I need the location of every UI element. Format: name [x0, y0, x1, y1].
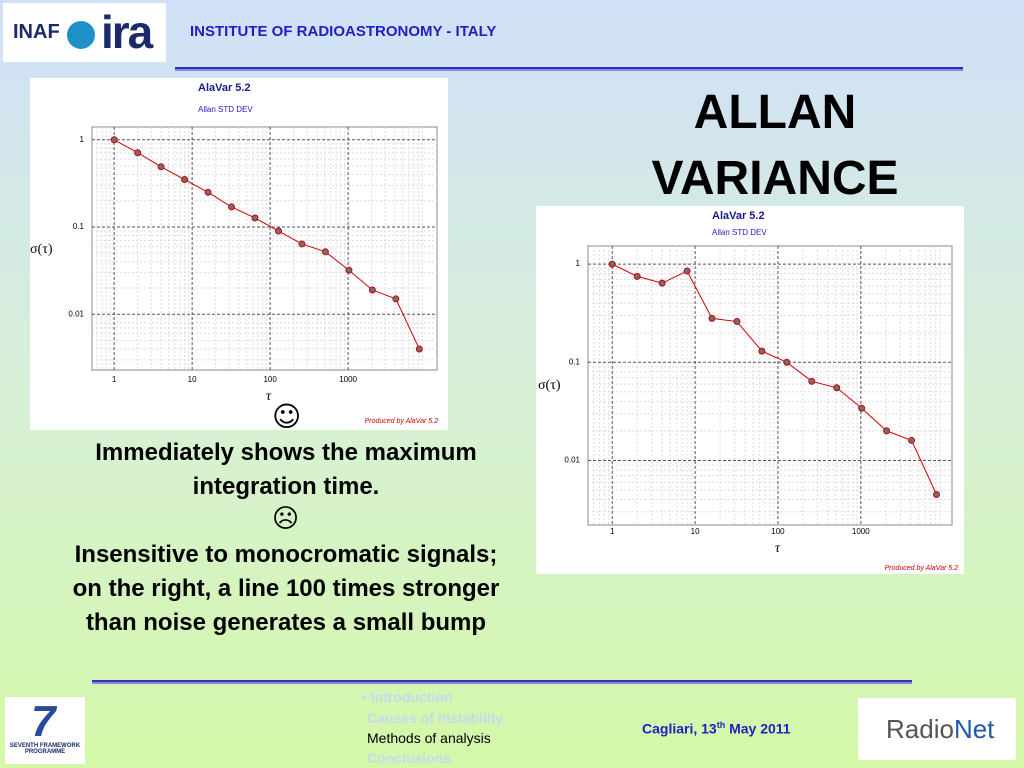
point [251, 214, 259, 222]
point [733, 318, 741, 326]
fp7-box: 7 SEVENTH FRAMEWORK PROGRAMME [5, 697, 85, 764]
fp7-text: SEVENTH FRAMEWORK PROGRAMME [9, 743, 81, 755]
y-tick-label: 1 [80, 135, 85, 144]
series-line [612, 263, 937, 495]
point [110, 136, 118, 144]
smile: ☺ [272, 400, 302, 433]
point [758, 347, 766, 355]
title-line: ALLAN [693, 86, 857, 139]
point [783, 358, 791, 366]
plot-area [91, 126, 438, 371]
top-rule [175, 67, 963, 71]
point [204, 188, 212, 196]
x-axis-label: τ [775, 541, 781, 556]
frown: ☹ [272, 504, 300, 534]
x-tick-label: 1000 [852, 527, 870, 536]
point [228, 203, 236, 211]
nav-item[interactable]: Causes of Instability [367, 710, 504, 726]
point [321, 248, 329, 256]
y-tick-label: 0.01 [564, 456, 580, 465]
point [392, 295, 400, 303]
point [683, 267, 691, 275]
point [833, 384, 841, 392]
logo-ira: ira [101, 6, 153, 58]
point [633, 272, 641, 280]
date: Cagliari, 13th May 2011 [642, 720, 791, 737]
chart-title: AlaVar 5.2 [198, 82, 251, 94]
y-tick-label: 0.1 [73, 222, 85, 231]
date-sup: th [716, 720, 726, 730]
credit: Produced by AlaVar 5.2 [885, 565, 959, 572]
credit: Produced by AlaVar 5.2 [365, 418, 439, 425]
nav-item[interactable]: • Introduction [362, 689, 453, 705]
point [181, 176, 189, 184]
chart: AlaVar 5.2 Allan STD DEV 1 10 100 1000 1 0.1 0.0… [536, 206, 964, 574]
logo-box: INAF ira [3, 3, 166, 62]
text-1: Immediately shows the maximum integratio… [95, 439, 477, 500]
radionet-logo: RadioNet [886, 714, 994, 745]
radionet-a: Radio [886, 714, 954, 744]
x-tick-label: 1 [610, 527, 615, 536]
x-tick-label: 100 [771, 527, 785, 536]
y-tick-label: 1 [576, 259, 581, 268]
x-tick-label: 1000 [339, 375, 357, 384]
x-tick-label: 10 [691, 527, 700, 536]
nav-item[interactable]: Conclusions [367, 750, 452, 766]
institute: INSTITUTE OF RADIOASTRONOMY - ITALY [190, 23, 497, 40]
bottom-rule [92, 680, 912, 684]
x-tick-label: 100 [263, 375, 277, 384]
point [883, 427, 891, 435]
logo-dot [67, 21, 95, 49]
radionet-b: Net [953, 714, 995, 744]
chart-subtitle: Allan STD DEV [712, 228, 767, 237]
point [134, 149, 142, 157]
y-axis-label: σ(τ) [538, 378, 561, 393]
date-text: Cagliari, 13 [642, 720, 717, 737]
chart-subtitle: Allan STD DEV [198, 105, 253, 114]
point [808, 377, 816, 385]
point [608, 260, 616, 268]
x-axis-label: τ [266, 389, 272, 404]
fp7-seven: 7 [31, 697, 56, 746]
radionet-box: RadioNet [858, 698, 1016, 760]
nav-item-active[interactable]: Methods of analysis [367, 730, 491, 746]
point [157, 163, 165, 171]
series-line [113, 139, 420, 350]
point [858, 404, 866, 412]
title-line: VARIANCE [651, 152, 899, 205]
text-2: Insensitive to monocromatic signals; on … [72, 541, 500, 636]
point [368, 286, 376, 294]
point [933, 490, 941, 498]
point [298, 240, 306, 248]
y-tick-label: 0.1 [569, 357, 581, 366]
point [345, 266, 353, 274]
chart-title: AlaVar 5.2 [712, 210, 765, 222]
y-axis-label: σ(τ) [30, 242, 53, 257]
point [708, 314, 716, 322]
logo-inaf: INAF [13, 21, 60, 43]
slide-title: ALLAN VARIANCE [600, 80, 950, 212]
x-tick-label: 1 [112, 375, 117, 384]
point [415, 345, 423, 353]
y-tick-label: 0.01 [68, 309, 84, 318]
point [274, 227, 282, 235]
date-text: May 2011 [725, 720, 791, 737]
x-tick-label: 10 [188, 375, 197, 384]
point [658, 279, 666, 287]
point [908, 436, 916, 444]
chart: AlaVar 5.2 Allan STD DEV 1 10 100 1000 1 0.1 0.0… [30, 78, 448, 430]
